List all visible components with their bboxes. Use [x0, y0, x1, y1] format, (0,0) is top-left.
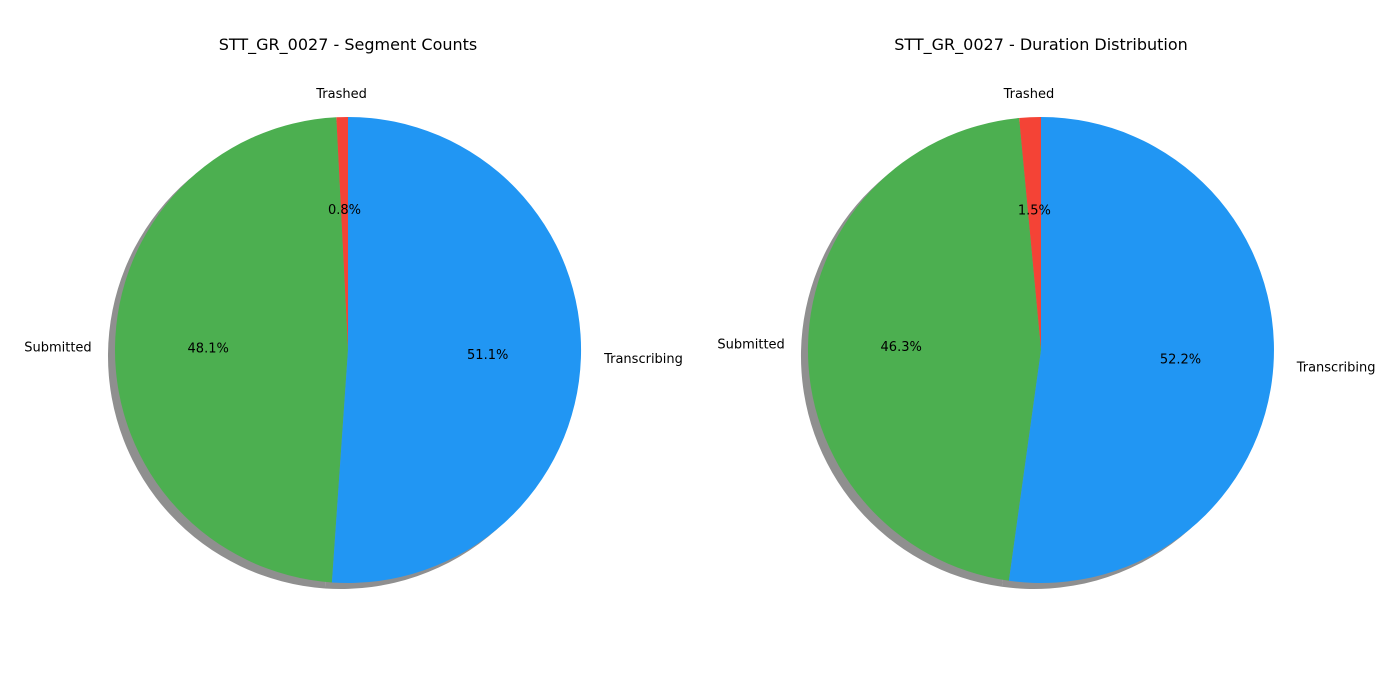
- pct-label-submitted: 46.3%: [881, 340, 922, 355]
- pct-label-transcribing: 51.1%: [467, 348, 508, 363]
- pie-slice-transcribing: [1008, 117, 1274, 583]
- slice-label-trashed: Trashed: [1003, 87, 1055, 102]
- pie-slice-trashed: [336, 116, 348, 351]
- pct-label-trashed: 0.8%: [328, 203, 361, 218]
- slice-label-submitted: Submitted: [717, 337, 784, 352]
- slice-label-trashed: Trashed: [315, 87, 367, 102]
- pie-slices: [114, 116, 582, 583]
- pie-slice-transcribing: [331, 116, 582, 583]
- pie-labels: Trashed 0.8% Submitted 48.1% Transcribing 51.…: [24, 87, 683, 367]
- slice-label-submitted: Submitted: [24, 341, 91, 356]
- pie-slices: [807, 117, 1274, 583]
- chart-title: STT_GR_0027 - Duration Distribution: [894, 35, 1188, 55]
- slice-label-transcribing: Transcribing: [603, 352, 683, 367]
- pct-label-submitted: 48.1%: [188, 342, 229, 357]
- pie-labels: Trashed 1.5% Submitted 46.3% Transcribing 52.…: [717, 87, 1375, 376]
- segment-counts-pie: STT_GR_0027 - Segment Counts Trashed 0.8%…: [24, 35, 683, 590]
- chart-title: STT_GR_0027 - Segment Counts: [219, 35, 478, 55]
- slice-label-transcribing: Transcribing: [1296, 361, 1376, 376]
- pie-slice-submitted: [114, 117, 348, 583]
- duration-distribution-pie: STT_GR_0027 - Duration Distribution Tras…: [717, 35, 1376, 589]
- pie-slice-trashed: [1019, 117, 1041, 350]
- pct-label-trashed: 1.5%: [1018, 203, 1051, 218]
- pie-slice-submitted: [807, 118, 1041, 581]
- pct-label-transcribing: 52.2%: [1160, 353, 1201, 368]
